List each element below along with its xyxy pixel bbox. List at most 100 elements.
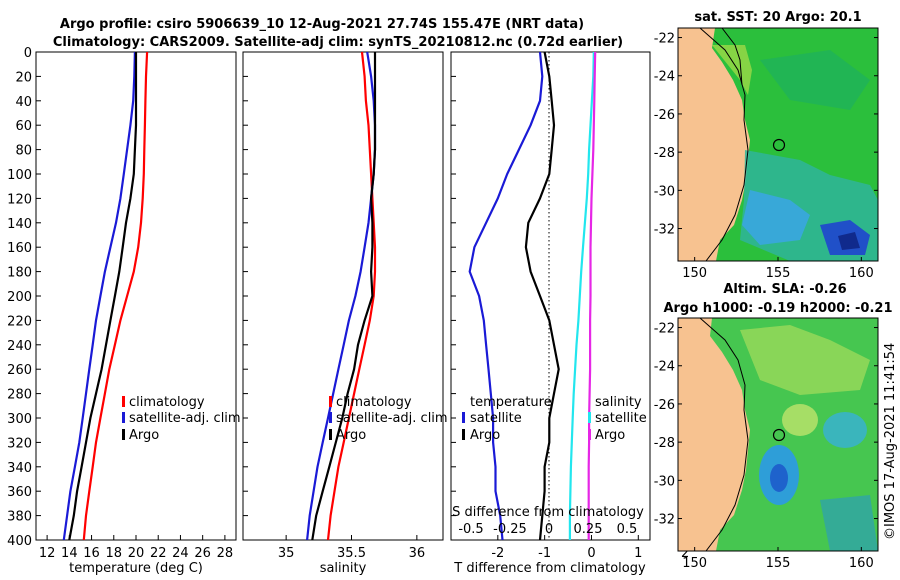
salinity-axes xyxy=(242,51,444,541)
sla-map-panel: Altim. SLA: -0.26 Argo h1000: -0.19 h200… xyxy=(654,282,893,571)
lat-tick-label: -22 xyxy=(654,322,675,337)
legend-title-salinity: salinity xyxy=(595,395,642,410)
x-tick-label: 12 xyxy=(39,546,56,561)
difference-x-label: T difference from climatology xyxy=(453,561,646,576)
x-tick-label: 1 xyxy=(634,546,642,561)
sla-low-core xyxy=(770,464,788,492)
series-line-argo xyxy=(68,52,138,541)
lat-tick-label: -32 xyxy=(654,223,675,238)
difference-s-label: S difference from climatology xyxy=(452,505,644,520)
difference-y-tickmarks xyxy=(451,51,456,541)
difference-panel: -2 -1 0 1 2 T difference from climatology S … xyxy=(450,51,689,576)
s-tick-label: -0.5 xyxy=(458,522,483,537)
series-line-temperature-satellite xyxy=(468,51,544,541)
y-tick-label: 240 xyxy=(7,339,32,354)
y-tick-label: 160 xyxy=(7,241,32,256)
salinity-legend: climatology satellite-adj. clim Argo xyxy=(329,395,448,443)
difference-series-group xyxy=(468,51,597,541)
lat-tick-label: -28 xyxy=(654,146,675,161)
x-tick-label: 35.5 xyxy=(337,546,366,561)
legend-swatch-sal-satellite xyxy=(588,412,591,423)
lat-tick-label: -30 xyxy=(654,474,675,489)
lon-tick-label: 155 xyxy=(766,266,791,281)
series-line-argo xyxy=(311,52,377,541)
series-line-temperature-argo xyxy=(524,51,560,541)
lat-tick-label: -28 xyxy=(654,436,675,451)
lon-tick-label: 155 xyxy=(766,556,791,571)
x-tick-label: 0 xyxy=(587,546,595,561)
lon-tick-label: 160 xyxy=(849,556,874,571)
legend-label-climatology: climatology xyxy=(336,395,412,410)
x-tick-label: 22 xyxy=(150,546,167,561)
sst-map-title: sat. SST: 20 Argo: 20.1 xyxy=(694,10,861,25)
y-tick-label: 400 xyxy=(7,534,32,549)
lat-tick-label: -22 xyxy=(654,32,675,47)
series-line-salinity-argo xyxy=(587,51,597,540)
sla-high-eddy xyxy=(782,404,818,436)
y-tick-label: 80 xyxy=(15,144,32,159)
legend-swatch-argo xyxy=(122,429,125,440)
y-tick-label: 20 xyxy=(15,70,32,85)
sst-map-panel: sat. SST: 20 Argo: 20.1 150 155 160 -22 -24 -… xyxy=(654,10,879,281)
sla-map-ticks: 150 155 160 -22 -24 -26 -28 -30 -32 xyxy=(654,322,878,571)
lon-tick-label: 160 xyxy=(849,266,874,281)
sla-high-patch xyxy=(740,325,870,395)
legend-label-sal-satellite: satellite xyxy=(595,411,647,426)
y-tick-label: 260 xyxy=(7,363,32,378)
y-tick-label: 180 xyxy=(7,266,32,281)
figure-title-line2: Climatology: CARS2009. Satellite-adj cli… xyxy=(53,35,623,50)
lat-tick-label: -30 xyxy=(654,184,675,199)
difference-s-ticks: -0.5 -0.25 0 0.25 0.5 xyxy=(458,522,637,537)
lon-tick-label: 150 xyxy=(682,266,707,281)
legend-swatch-argo xyxy=(329,429,332,440)
difference-axes xyxy=(450,51,651,541)
legend-label-argo: Argo xyxy=(129,428,159,443)
sst-map-image xyxy=(678,28,878,261)
legend-label-temp-argo: Argo xyxy=(470,428,500,443)
sla-map-title-line1: Altim. SLA: -0.26 xyxy=(723,282,846,297)
legend-label-temp-satellite: satellite xyxy=(470,411,522,426)
temperature-x-ticks: 12 14 16 18 20 22 24 26 28 xyxy=(39,535,233,561)
s-tick-label: -0.25 xyxy=(493,522,527,537)
legend-swatch-temp-satellite xyxy=(462,412,465,423)
x-tick-label: 20 xyxy=(128,546,145,561)
legend-swatch-satellite xyxy=(329,412,332,423)
sst-patch xyxy=(760,50,870,110)
salinity-y-tickmarks xyxy=(243,51,248,541)
legend-swatch-satellite xyxy=(122,412,125,423)
salinity-x-label: salinity xyxy=(320,561,367,576)
lon-tick-label: 150 xyxy=(682,556,707,571)
legend-title-temperature: temperature xyxy=(470,395,552,410)
sst-coldest-core xyxy=(838,232,860,250)
sst-cold-patch xyxy=(742,190,810,245)
temperature-panel: 12 14 16 18 20 22 24 26 28 0 20 40 60 80 100 120 140 160… xyxy=(7,46,240,576)
sla-depth-contour xyxy=(699,318,749,551)
legend-swatch-climatology xyxy=(329,396,332,407)
y-tick-label: 320 xyxy=(7,436,32,451)
salinity-panel: 35 35.5 36 salinity climatology satellite-… xyxy=(242,51,448,576)
y-tick-label: 120 xyxy=(7,192,32,207)
x-tick-label: 35 xyxy=(278,546,295,561)
difference-legend-temperature: temperature satellite Argo xyxy=(462,395,552,443)
y-tick-label: 40 xyxy=(15,95,32,110)
temperature-legend: climatology satellite-adj. clim Argo xyxy=(122,395,241,443)
imos-watermark: ©IMOS 17-Aug-2021 11:41:54 xyxy=(883,343,898,540)
legend-label-satellite: satellite-adj. clim xyxy=(336,411,448,426)
difference-legend-salinity: salinity satellite Argo xyxy=(588,395,647,443)
salinity-x-ticks: 35 35.5 36 xyxy=(278,535,425,561)
lat-tick-label: -24 xyxy=(654,360,675,375)
lat-tick-label: -24 xyxy=(654,70,675,85)
sst-depth-contour xyxy=(699,28,749,261)
y-tick-label: 340 xyxy=(7,461,32,476)
y-tick-label: 100 xyxy=(7,168,32,183)
lat-tick-label: -26 xyxy=(654,108,675,123)
y-tick-label: 360 xyxy=(7,485,32,500)
series-line-climatology xyxy=(82,51,149,541)
sla-map-image xyxy=(678,318,878,551)
series-line-satellite-adj-clim xyxy=(62,51,136,541)
series-line-salinity-satellite xyxy=(568,51,595,540)
figure-title-line1: Argo profile: csiro 5906639_10 12-Aug-20… xyxy=(60,17,584,32)
temperature-y-ticks: 0 20 40 60 80 100 120 140 160 180 200 220 240 260 280 3… xyxy=(7,46,41,549)
x-tick-label: 24 xyxy=(172,546,189,561)
